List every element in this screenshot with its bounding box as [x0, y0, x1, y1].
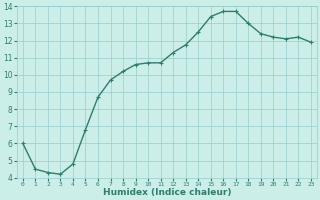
X-axis label: Humidex (Indice chaleur): Humidex (Indice chaleur): [103, 188, 231, 197]
